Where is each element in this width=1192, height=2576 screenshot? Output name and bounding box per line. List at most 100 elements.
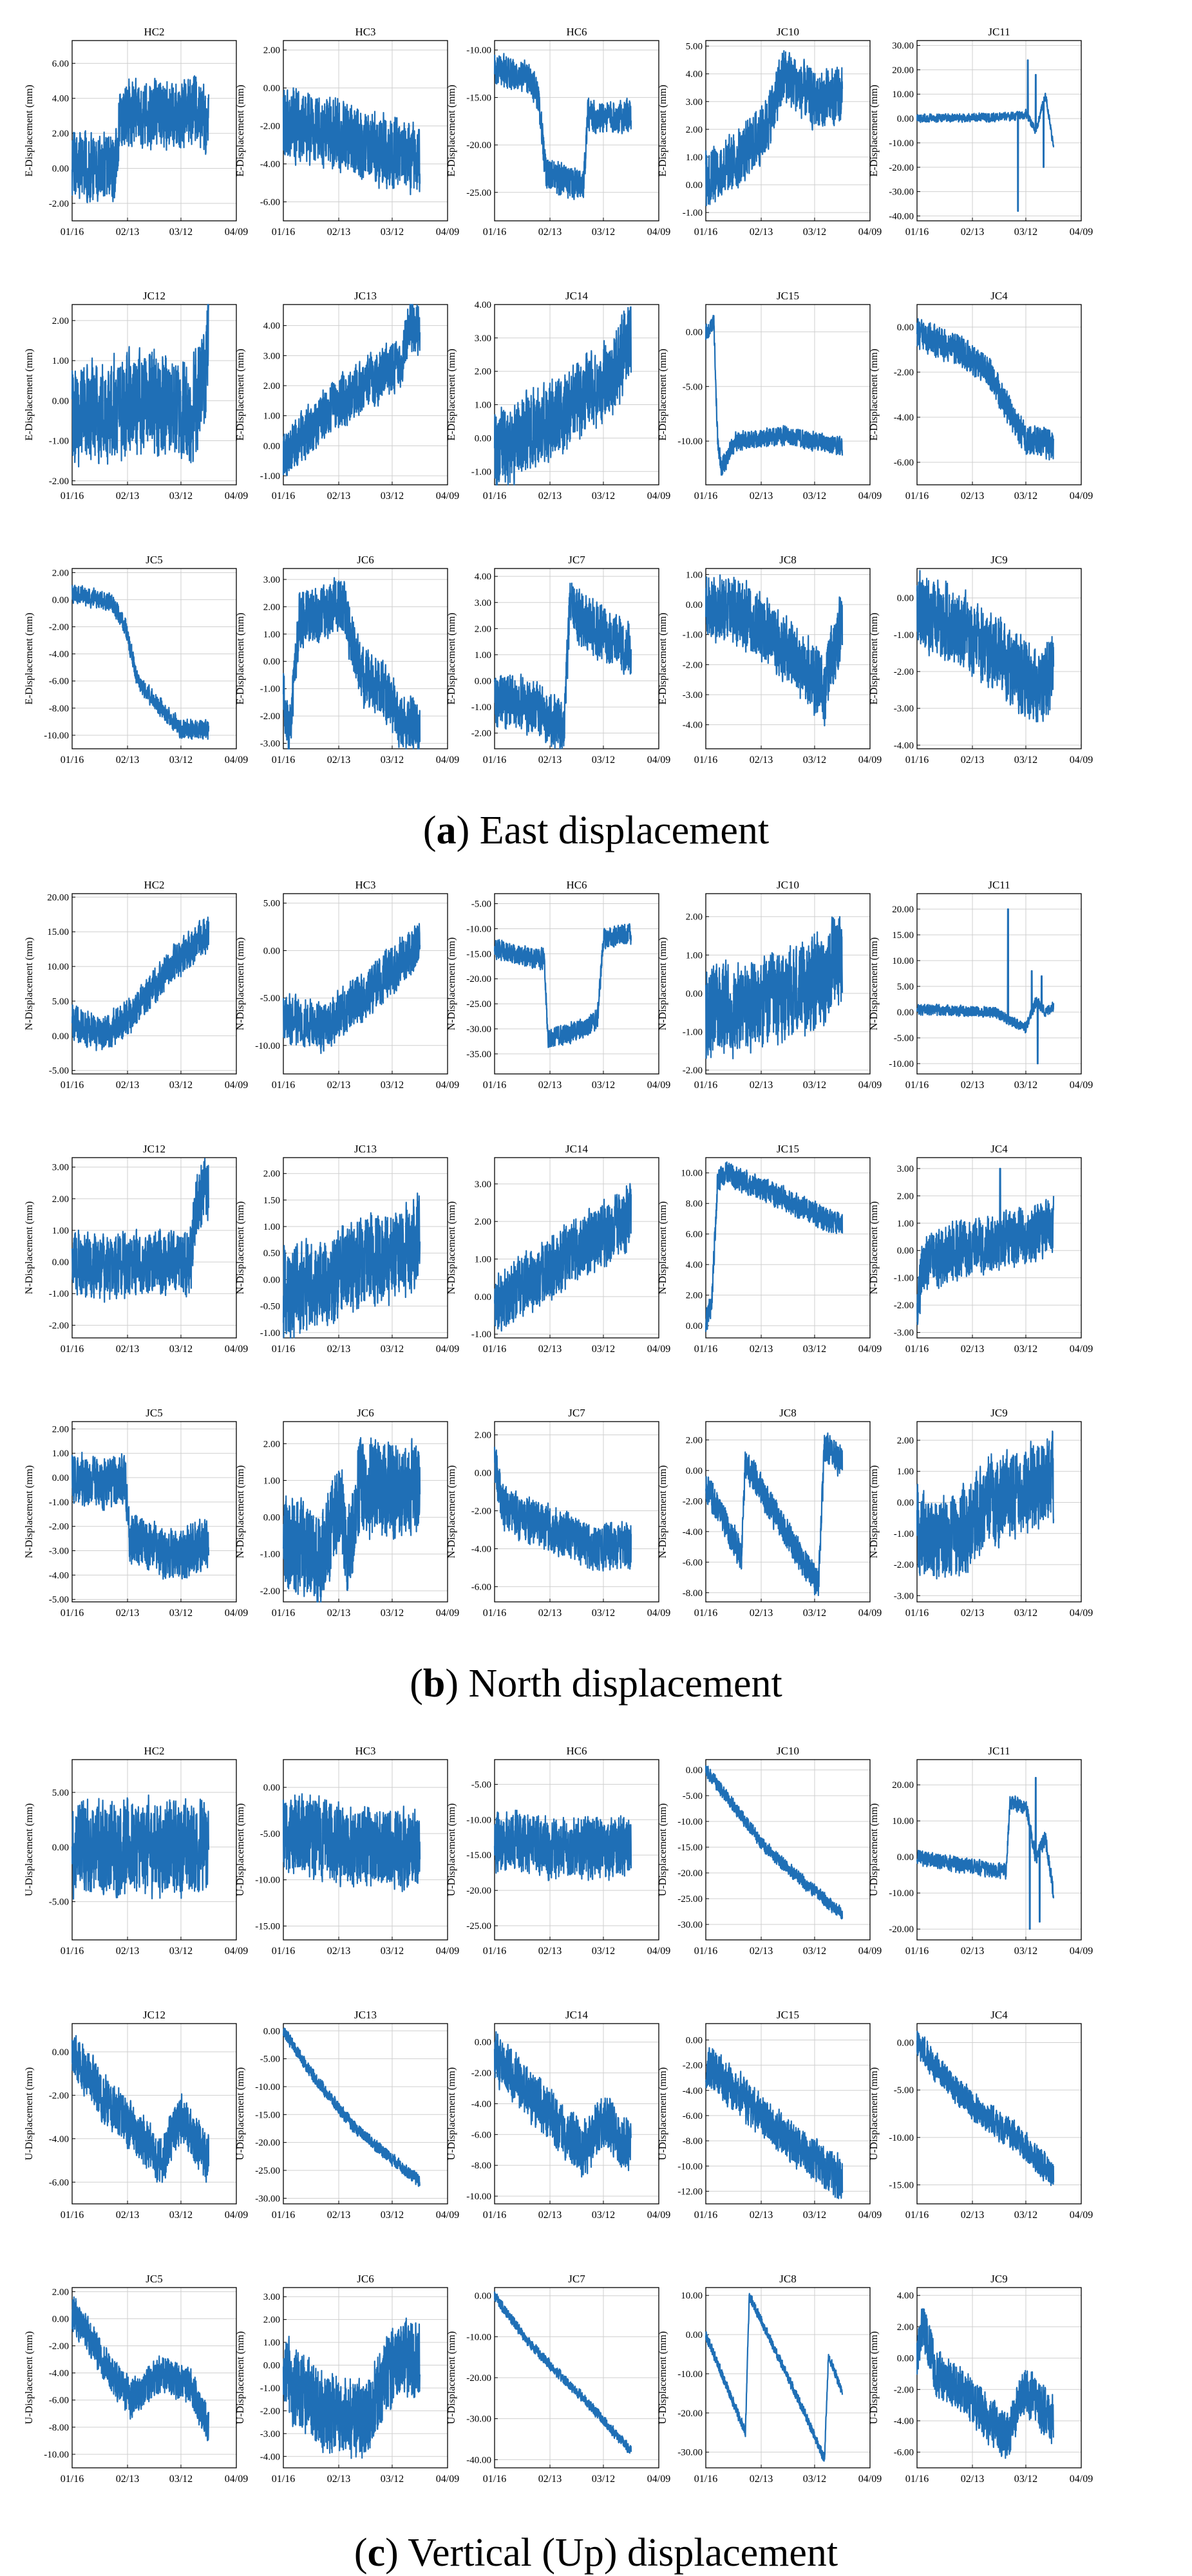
y-tick-label: -4.00 xyxy=(49,2134,69,2145)
x-tick-label: 01/16 xyxy=(61,1608,84,1619)
x-tick-label: 04/09 xyxy=(858,1080,882,1091)
chart-c-jc13: JC13 -30.00 -25.00 -20.00 -15.00 -10.00 -5.00 0… xyxy=(235,2009,459,2221)
y-tick-label: 3.00 xyxy=(686,97,703,108)
chart-title: JC5 xyxy=(146,1407,162,1419)
x-tick-label: 03/12 xyxy=(381,491,404,502)
y-tick-label: 0.00 xyxy=(686,2035,703,2045)
x-tick-label: 04/09 xyxy=(1070,2474,1093,2485)
x-tick-label: 01/16 xyxy=(272,2474,295,2485)
y-tick-label: -1.00 xyxy=(471,702,491,713)
x-tick-label: 04/09 xyxy=(225,491,248,502)
plot-frame xyxy=(71,893,237,1075)
series-line xyxy=(71,2296,210,2441)
x-tick-label: 03/12 xyxy=(169,1344,193,1355)
y-axis-label: U-Displacement (mm) xyxy=(446,2067,457,2160)
x-tick-label: 01/16 xyxy=(694,491,717,502)
series-line xyxy=(71,1158,210,1303)
y-tick-label: 1.00 xyxy=(686,153,703,163)
chart-b-jc8: JC8 -8.00 -6.00 -4.00 -2.00 0.00 2.00 01/16 02/1… xyxy=(657,1407,882,1619)
x-tick-label: 04/09 xyxy=(225,1080,248,1091)
y-axis-label: N-Displacement (mm) xyxy=(24,1201,35,1294)
x-tick-label: 04/09 xyxy=(1070,1080,1093,1091)
y-tick-label: 0.00 xyxy=(263,946,280,956)
y-tick-label: 20.00 xyxy=(892,1780,914,1791)
plot-frame xyxy=(494,1421,659,1603)
y-tick-label: -2.00 xyxy=(683,1066,703,1076)
x-tick-label: 04/09 xyxy=(1070,227,1093,238)
x-tick-label: 03/12 xyxy=(592,755,615,766)
plot-frame xyxy=(705,1759,871,1941)
y-tick-label: 10.00 xyxy=(681,1169,703,1179)
x-tick-label: 03/12 xyxy=(592,1608,615,1619)
x-tick-label: 03/12 xyxy=(592,227,615,238)
y-tick-label: -6.00 xyxy=(49,2396,69,2406)
y-tick-label: -5.00 xyxy=(683,1791,703,1801)
x-tick-label: 01/16 xyxy=(61,1946,84,1957)
x-tick-label: 04/09 xyxy=(1070,1946,1093,1957)
y-axis-label: U-Displacement (mm) xyxy=(869,1803,880,1896)
chart-title: JC14 xyxy=(565,290,588,302)
series-line xyxy=(705,2293,844,2462)
y-tick-label: -15.00 xyxy=(466,949,491,959)
plot-frame xyxy=(71,568,237,749)
y-tick-label: -4.00 xyxy=(49,650,69,660)
y-tick-label: -2.00 xyxy=(894,667,914,677)
x-tick-label: 04/09 xyxy=(647,2474,670,2485)
y-tick-label: 8.00 xyxy=(686,1199,703,1209)
y-tick-label: -6.00 xyxy=(49,677,69,687)
x-tick-label: 04/09 xyxy=(436,1080,459,1091)
y-tick-label: -20.00 xyxy=(466,2373,491,2383)
y-tick-label: -4.00 xyxy=(683,1527,703,1537)
x-tick-label: 03/12 xyxy=(381,1946,404,1957)
x-tick-label: 01/16 xyxy=(272,491,295,502)
y-axis-label: E-Displacement (mm) xyxy=(24,349,35,441)
y-tick-label: -3.00 xyxy=(260,739,280,749)
x-tick-label: 02/13 xyxy=(116,1608,139,1619)
y-tick-label: 3.00 xyxy=(475,1180,491,1190)
chart-title: JC15 xyxy=(777,2009,799,2021)
plot-frame xyxy=(283,893,448,1075)
x-tick-label: 04/09 xyxy=(225,755,248,766)
y-tick-label: -10.00 xyxy=(677,1817,703,1827)
x-tick-label: 04/09 xyxy=(647,2210,670,2221)
chart-a-jc15: JC15 -10.00 -5.00 0.00 01/16 02/13 03/12 04/09 E… xyxy=(657,290,882,502)
y-axis-label: E-Displacement (mm) xyxy=(235,613,246,705)
y-tick-label: -6.00 xyxy=(471,2130,491,2140)
x-tick-label: 04/09 xyxy=(225,2474,248,2485)
series-line xyxy=(71,916,210,1051)
x-tick-label: 01/16 xyxy=(694,1608,717,1619)
x-tick-label: 02/13 xyxy=(116,1344,139,1355)
y-tick-label: 3.00 xyxy=(263,575,280,585)
x-tick-label: 02/13 xyxy=(750,755,773,766)
chart-title: JC7 xyxy=(568,2273,585,2285)
y-tick-label: 5.00 xyxy=(52,1788,69,1798)
chart-b-jc14: JC14 -1.00 0.00 1.00 2.00 3.00 01/16 02/13 03/12… xyxy=(446,1143,670,1355)
y-tick-label: -15.00 xyxy=(677,1843,703,1853)
y-tick-label: 0.00 xyxy=(263,1783,280,1793)
chart-a-jc6: JC6 -3.00 -2.00 -1.00 0.00 1.00 2.00 3.00 01/16 0… xyxy=(235,554,459,766)
plot-frame xyxy=(705,2023,871,2205)
y-tick-label: 0.00 xyxy=(263,84,280,94)
y-tick-label: -10.00 xyxy=(889,1888,914,1899)
y-tick-label: -5.00 xyxy=(894,2085,914,2096)
chart-a-jc14: JC14 -1.00 0.00 1.00 2.00 3.00 4.00 01/16 02/13 0… xyxy=(446,290,670,502)
y-tick-label: -3.00 xyxy=(894,704,914,714)
x-tick-label: 02/13 xyxy=(961,1344,984,1355)
y-tick-label: -3.00 xyxy=(260,2429,280,2440)
chart-title: HC3 xyxy=(355,879,375,891)
y-tick-label: 1.00 xyxy=(897,1219,914,1229)
y-tick-label: -25.00 xyxy=(466,188,491,198)
y-tick-label: -5.00 xyxy=(471,899,491,910)
chart-a-jc13: JC13 -1.00 0.00 1.00 2.00 3.00 4.00 01/16 02/13 0… xyxy=(235,290,459,502)
plot-frame xyxy=(705,40,871,221)
x-tick-label: 02/13 xyxy=(750,1080,773,1091)
x-tick-label: 04/09 xyxy=(436,755,459,766)
x-tick-label: 03/12 xyxy=(803,2210,826,2221)
y-tick-label: 1.00 xyxy=(686,950,703,961)
y-tick-label: -1.00 xyxy=(894,1274,914,1284)
x-tick-label: 02/13 xyxy=(538,755,562,766)
x-tick-label: 01/16 xyxy=(905,755,929,766)
x-tick-label: 01/16 xyxy=(694,2210,717,2221)
x-tick-label: 04/09 xyxy=(225,1946,248,1957)
y-tick-label: 2.00 xyxy=(475,624,491,634)
